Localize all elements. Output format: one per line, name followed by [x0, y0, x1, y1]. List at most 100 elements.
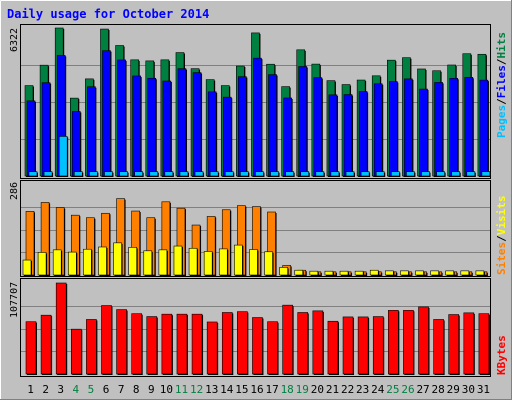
legend-kbytes-label: KBytes — [495, 335, 508, 375]
legend-kbytes: KBytes — [495, 335, 508, 375]
day-label-31: 31 — [477, 383, 490, 396]
legend-sep-1: / — [495, 98, 508, 105]
bar-visits-day-29 — [445, 270, 455, 276]
bar-pages-day-31 — [481, 171, 491, 177]
legend-hits-files-pages: Pages/Files/Hits — [495, 32, 508, 138]
bar-files-day-4 — [71, 111, 81, 177]
bar-visits-day-19 — [294, 269, 304, 276]
bar-files-day-17 — [268, 74, 277, 177]
bar-pages-day-18 — [285, 171, 294, 177]
bar-kbytes-day-10 — [161, 313, 173, 375]
bar-pages-day-29 — [451, 171, 461, 177]
legend-sites: Sites — [495, 242, 508, 275]
bar-files-day-21 — [328, 94, 338, 177]
bar-visits-day-20 — [309, 270, 319, 276]
legend-pages: Pages — [495, 105, 508, 138]
bar-pages-day-30 — [466, 171, 476, 177]
legend-files: Files — [495, 65, 508, 98]
bar-files-day-11 — [177, 68, 187, 177]
day-label-20: 20 — [311, 383, 324, 396]
bar-pages-day-15 — [240, 171, 249, 177]
bar-files-day-29 — [449, 78, 459, 177]
bar-visits-day-9 — [143, 250, 153, 276]
day-label-25: 25 — [386, 383, 399, 396]
bar-pages-day-3 — [58, 136, 68, 177]
bar-files-day-22 — [343, 94, 353, 177]
day-label-6: 6 — [103, 383, 110, 396]
day-label-15: 15 — [235, 383, 248, 396]
bar-pages-day-28 — [436, 171, 445, 177]
bar-files-day-7 — [117, 59, 126, 177]
day-label-29: 29 — [447, 383, 460, 396]
bar-visits-day-11 — [173, 245, 183, 276]
bar-visits-day-30 — [460, 270, 470, 276]
day-label-27: 27 — [416, 383, 429, 396]
bar-files-day-26 — [404, 78, 413, 177]
bar-visits-day-17 — [264, 251, 273, 276]
bar-kbytes-day-11 — [176, 313, 188, 375]
bar-files-day-8 — [132, 75, 141, 177]
bars-layer — [22, 27, 491, 375]
bar-kbytes-day-27 — [418, 306, 429, 375]
legend-sep-2: / — [495, 58, 508, 65]
legend-hits: Hits — [495, 32, 508, 59]
bar-kbytes-day-18 — [282, 304, 293, 375]
day-label-3: 3 — [57, 383, 64, 396]
bar-files-day-5 — [87, 86, 96, 177]
bar-files-day-16 — [253, 57, 262, 177]
bar-pages-day-24 — [375, 171, 385, 177]
day-label-19: 19 — [296, 383, 309, 396]
bar-kbytes-day-20 — [312, 310, 324, 375]
bar-visits-day-6 — [98, 246, 107, 276]
bar-kbytes-day-8 — [131, 313, 142, 375]
bar-kbytes-day-23 — [357, 316, 369, 375]
bar-pages-day-6 — [104, 171, 113, 177]
bar-files-day-27 — [419, 88, 428, 177]
bar-pages-day-7 — [119, 171, 128, 177]
day-label-21: 21 — [326, 383, 339, 396]
bar-kbytes-day-31 — [478, 313, 490, 375]
bar-files-day-2 — [41, 82, 51, 177]
bar-kbytes-day-24 — [372, 316, 384, 375]
day-label-23: 23 — [356, 383, 369, 396]
bar-pages-day-13 — [209, 171, 219, 177]
day-label-30: 30 — [462, 383, 475, 396]
bar-files-day-28 — [434, 82, 443, 177]
bar-kbytes-day-29 — [448, 314, 460, 375]
bar-kbytes-day-19 — [297, 312, 309, 375]
bar-pages-day-22 — [345, 171, 355, 177]
day-label-1: 1 — [27, 383, 34, 396]
bar-pages-day-21 — [330, 171, 340, 177]
bar-kbytes-day-12 — [191, 313, 203, 375]
day-label-17: 17 — [265, 383, 278, 396]
bar-kbytes-day-28 — [433, 319, 444, 375]
bar-visits-day-16 — [249, 249, 258, 276]
day-label-11: 11 — [175, 383, 188, 396]
day-label-14: 14 — [220, 383, 234, 396]
bar-kbytes-day-26 — [403, 310, 414, 375]
bar-pages-day-17 — [270, 171, 279, 177]
bar-kbytes-day-25 — [388, 310, 399, 375]
bar-visits-day-5 — [83, 248, 92, 276]
axis-max-kbytes: 107707 — [9, 282, 20, 318]
bar-pages-day-5 — [89, 171, 98, 177]
bar-pages-day-14 — [224, 171, 234, 177]
bar-pages-day-25 — [391, 171, 400, 177]
bar-pages-day-26 — [406, 171, 415, 177]
day-label-7: 7 — [118, 383, 125, 396]
bar-visits-day-26 — [400, 270, 409, 276]
bar-kbytes-day-13 — [206, 321, 218, 375]
bar-kbytes-day-15 — [237, 311, 248, 375]
bar-visits-day-21 — [324, 270, 334, 276]
day-label-22: 22 — [341, 383, 354, 396]
day-label-4: 4 — [73, 383, 80, 396]
bar-files-day-18 — [283, 97, 292, 177]
bar-pages-day-27 — [421, 171, 430, 177]
bar-pages-day-8 — [134, 171, 143, 177]
bar-files-day-20 — [313, 77, 323, 177]
bar-files-day-15 — [238, 76, 247, 177]
bar-pages-day-2 — [43, 171, 53, 177]
bar-kbytes-day-1 — [25, 321, 37, 375]
legend-sep-3: / — [495, 235, 508, 242]
bar-visits-day-14 — [218, 248, 228, 276]
